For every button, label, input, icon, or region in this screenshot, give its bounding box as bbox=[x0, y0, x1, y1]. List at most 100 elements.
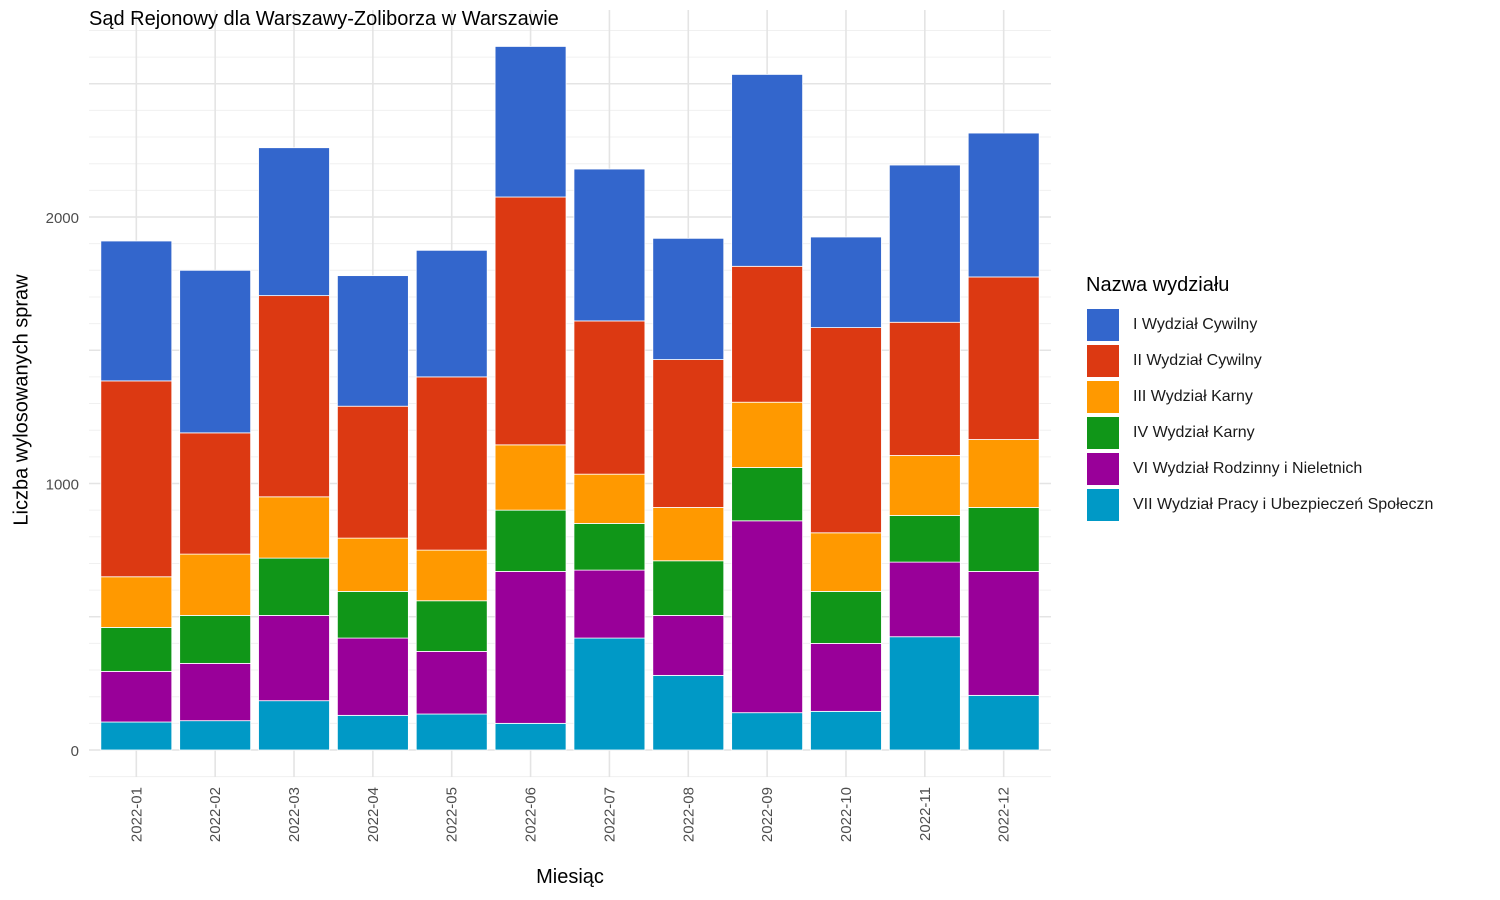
bar-segment bbox=[179, 662, 252, 722]
bar-segment bbox=[652, 507, 725, 562]
bar-segment bbox=[336, 537, 409, 592]
legend-items: I Wydział Cywilny II Wydział Cywilny III W… bbox=[1086, 307, 1433, 523]
bar-segment bbox=[336, 637, 409, 716]
bar-segment bbox=[100, 380, 173, 578]
bar-segment bbox=[573, 637, 646, 751]
legend-label: IV Wydział Karny bbox=[1133, 424, 1255, 441]
bar-segment bbox=[967, 132, 1040, 278]
bar-segment bbox=[731, 265, 804, 403]
bar-segment bbox=[888, 164, 961, 323]
x-tick-label: 2022-01 bbox=[128, 787, 145, 842]
bar-segment bbox=[336, 275, 409, 407]
x-tick-label: 2022-04 bbox=[365, 787, 382, 842]
bars bbox=[100, 46, 1040, 751]
bar-segment bbox=[810, 710, 882, 751]
bar-segment bbox=[967, 694, 1040, 751]
bar-segment bbox=[888, 515, 961, 563]
x-axis-label: Miesiąc bbox=[536, 866, 604, 888]
bar-segment bbox=[100, 670, 173, 723]
bar-segment bbox=[494, 509, 567, 572]
bar-segment bbox=[494, 571, 567, 724]
bar-segment bbox=[494, 722, 567, 751]
bar-segment bbox=[258, 615, 330, 702]
bar-segment bbox=[415, 549, 488, 602]
legend-swatch bbox=[1086, 308, 1120, 342]
x-tick-label: 2022-06 bbox=[523, 787, 540, 842]
bar-segment bbox=[336, 591, 409, 639]
y-tick-label: 1000 bbox=[46, 477, 79, 494]
bar-segment bbox=[573, 473, 646, 524]
bar-segment bbox=[573, 168, 646, 322]
bar-segment bbox=[258, 700, 330, 751]
bar-segment bbox=[100, 576, 173, 628]
bar-segment bbox=[179, 553, 252, 616]
legend-item: II Wydział Cywilny bbox=[1086, 343, 1433, 379]
legend-item: VII Wydział Pracy i Ubezpieczeń Społeczn bbox=[1086, 487, 1433, 523]
bar-segment bbox=[494, 46, 567, 198]
x-tick-label: 2022-03 bbox=[286, 787, 303, 842]
legend-label: III Wydział Karny bbox=[1133, 388, 1253, 405]
x-tick-label: 2022-09 bbox=[759, 787, 776, 842]
bar-segment bbox=[652, 237, 725, 360]
bar-segment bbox=[652, 359, 725, 508]
bar-segment bbox=[967, 439, 1040, 508]
x-tick-label: 2022-07 bbox=[601, 787, 618, 842]
bar-segment bbox=[888, 321, 961, 456]
bar-segment bbox=[179, 615, 252, 664]
legend-label: VII Wydział Pracy i Ubezpieczeń Społeczn bbox=[1133, 496, 1434, 513]
y-tick-label: 0 bbox=[71, 743, 79, 760]
bar-segment bbox=[573, 569, 646, 639]
y-tick-labels: 0 1000 2000 bbox=[46, 210, 79, 760]
bar-segment bbox=[573, 523, 646, 571]
bar-segment bbox=[100, 627, 173, 672]
bar-segment bbox=[179, 720, 252, 751]
bar-segment bbox=[415, 650, 488, 715]
bar-segment bbox=[415, 249, 488, 378]
bar-segment bbox=[415, 600, 488, 652]
legend-item: I Wydział Cywilny bbox=[1086, 307, 1433, 343]
bar-segment bbox=[258, 557, 330, 616]
bar-segment bbox=[967, 507, 1040, 572]
bar-segment bbox=[967, 571, 1040, 696]
legend-label: VI Wydział Rodzinny i Nieletnich bbox=[1133, 460, 1363, 477]
bar-segment bbox=[336, 405, 409, 539]
bar-segment bbox=[415, 713, 488, 751]
legend-item: III Wydział Karny bbox=[1086, 379, 1433, 415]
bar-segment bbox=[100, 721, 173, 751]
x-tick-label: 2022-05 bbox=[444, 787, 461, 842]
bar-segment bbox=[100, 240, 173, 382]
x-tick-label: 2022-02 bbox=[207, 787, 224, 842]
bar-segment bbox=[731, 520, 804, 714]
legend: Nazwa wydziału I Wydział Cywilny II Wydzi… bbox=[1086, 274, 1433, 523]
bar-segment bbox=[810, 327, 882, 534]
bar-segment bbox=[731, 74, 804, 267]
bar-segment bbox=[888, 636, 961, 751]
bar-segment bbox=[967, 276, 1040, 440]
bar-segment bbox=[494, 444, 567, 511]
legend-swatch bbox=[1086, 344, 1120, 378]
bar-segment bbox=[731, 712, 804, 751]
bar-segment bbox=[652, 560, 725, 616]
bar-segment bbox=[494, 196, 567, 446]
bar-segment bbox=[258, 295, 330, 498]
legend-item: IV Wydział Karny bbox=[1086, 415, 1433, 451]
bar-segment bbox=[573, 320, 646, 475]
bar-segment bbox=[810, 643, 882, 712]
bar-segment bbox=[652, 674, 725, 751]
bar-segment bbox=[888, 455, 961, 516]
bar-segment bbox=[258, 496, 330, 559]
legend-item: VI Wydział Rodzinny i Nieletnich bbox=[1086, 451, 1433, 487]
bar-segment bbox=[179, 269, 252, 434]
bar-segment bbox=[810, 532, 882, 592]
bar-segment bbox=[888, 561, 961, 638]
bar-segment bbox=[810, 236, 882, 328]
bar-segment bbox=[810, 591, 882, 644]
x-tick-labels: 2022-01 2022-02 2022-03 2022-04 2022-05 2022-… bbox=[128, 787, 1012, 842]
legend-swatch bbox=[1086, 380, 1120, 414]
legend-label: I Wydział Cywilny bbox=[1133, 316, 1258, 333]
bar-segment bbox=[336, 714, 409, 751]
legend-label: II Wydział Cywilny bbox=[1133, 352, 1262, 369]
y-tick-label: 2000 bbox=[46, 210, 79, 227]
legend-swatch bbox=[1086, 416, 1120, 450]
